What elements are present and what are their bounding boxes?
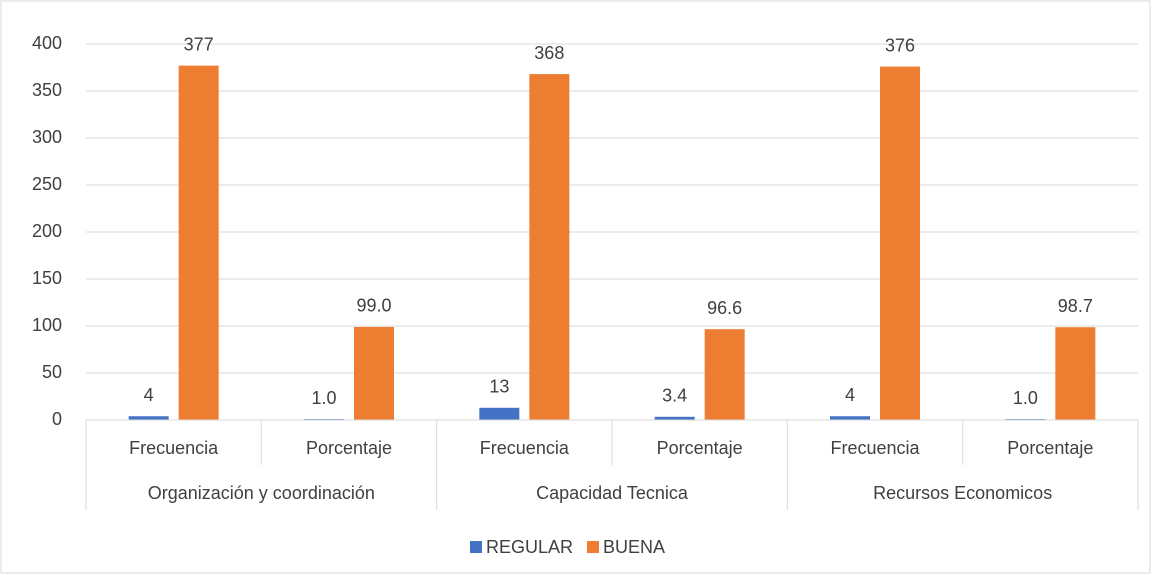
group-label: Organización y coordinación xyxy=(148,483,375,503)
bar xyxy=(1055,327,1096,420)
y-tick-label: 0 xyxy=(52,409,62,429)
bar xyxy=(178,65,219,421)
group-label: Recursos Economicos xyxy=(873,483,1052,503)
group-label: Capacidad Tecnica xyxy=(536,483,689,503)
bar xyxy=(529,74,570,420)
bar xyxy=(830,416,870,420)
x-tick-label: Porcentaje xyxy=(1007,438,1093,458)
bar xyxy=(654,416,695,420)
value-label: 377 xyxy=(184,34,214,54)
x-tick-label: Frecuencia xyxy=(830,438,920,458)
value-label: 1.0 xyxy=(1013,388,1038,408)
bar xyxy=(479,407,520,420)
bar xyxy=(880,66,920,420)
legend-label: REGULAR xyxy=(486,537,573,557)
y-tick-label: 200 xyxy=(32,221,62,241)
y-tick-label: 150 xyxy=(32,268,62,288)
y-tick-label: 250 xyxy=(32,174,62,194)
value-label: 98.7 xyxy=(1058,296,1093,316)
x-tick-label: Frecuencia xyxy=(129,438,219,458)
x-tick-label: Porcentaje xyxy=(657,438,743,458)
value-label: 96.6 xyxy=(707,298,742,318)
value-label: 3.4 xyxy=(662,386,687,406)
bar xyxy=(128,416,169,420)
bar xyxy=(704,329,745,420)
value-label: 13 xyxy=(489,377,509,397)
y-tick-label: 100 xyxy=(32,315,62,335)
value-label: 99.0 xyxy=(356,296,391,316)
y-tick-label: 400 xyxy=(32,33,62,53)
value-label: 376 xyxy=(885,35,915,55)
x-tick-label: Frecuencia xyxy=(480,438,570,458)
y-tick-label: 300 xyxy=(32,127,62,147)
value-label: 4 xyxy=(845,385,855,405)
value-label: 368 xyxy=(534,43,564,63)
y-tick-label: 50 xyxy=(42,362,62,382)
legend-swatch xyxy=(470,541,482,553)
legend-swatch xyxy=(587,541,599,553)
x-tick-label: Porcentaje xyxy=(306,438,392,458)
legend-label: BUENA xyxy=(603,537,665,557)
bar xyxy=(354,326,394,420)
y-tick-label: 350 xyxy=(32,80,62,100)
value-label: 4 xyxy=(144,385,154,405)
value-label: 1.0 xyxy=(311,388,336,408)
